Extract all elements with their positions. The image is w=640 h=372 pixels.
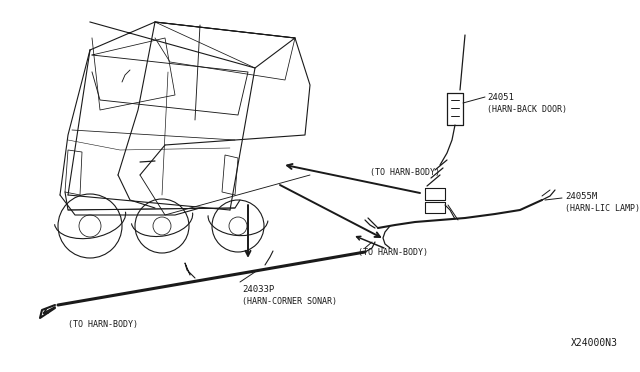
Text: 24055M: 24055M bbox=[565, 192, 597, 201]
Text: (TO HARN-BODY): (TO HARN-BODY) bbox=[358, 248, 428, 257]
Text: 24051: 24051 bbox=[487, 93, 514, 102]
Text: (HARN-LIC LAMP): (HARN-LIC LAMP) bbox=[565, 204, 640, 213]
Text: (HARN-BACK DOOR): (HARN-BACK DOOR) bbox=[487, 105, 567, 114]
Text: X24000N3: X24000N3 bbox=[571, 338, 618, 348]
Text: 24033P: 24033P bbox=[242, 285, 275, 294]
Text: (HARN-CORNER SONAR): (HARN-CORNER SONAR) bbox=[242, 297, 337, 306]
Text: (TO HARN-BODY): (TO HARN-BODY) bbox=[370, 168, 440, 177]
Text: (TO HARN-BODY): (TO HARN-BODY) bbox=[68, 320, 138, 329]
